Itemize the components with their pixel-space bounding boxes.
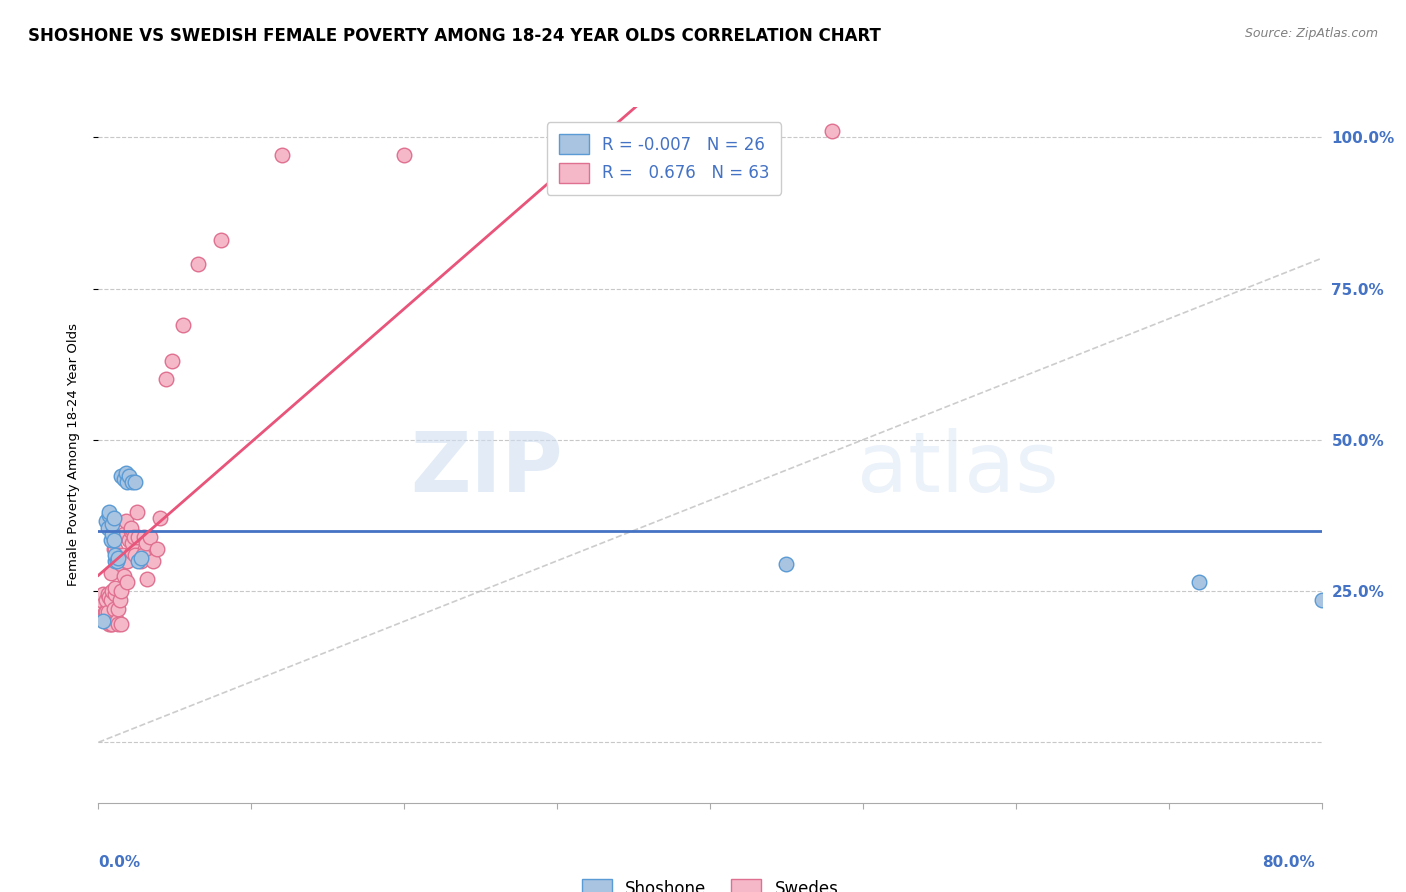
Point: [111, 548, 134, 562]
Point: [139, 530, 162, 544]
Point: [110, 557, 132, 571]
Point: [108, 593, 131, 607]
Text: ZIP: ZIP: [411, 428, 564, 509]
Point: [94, 605, 117, 619]
Point: [117, 574, 139, 589]
Text: 0.0%: 0.0%: [98, 855, 141, 870]
Point: [93, 605, 115, 619]
Point: [132, 548, 155, 562]
Point: [107, 548, 129, 562]
Point: [117, 554, 139, 568]
Point: [100, 593, 122, 607]
Point: [100, 617, 122, 632]
Point: [149, 511, 172, 525]
Point: [136, 572, 159, 586]
Point: [124, 548, 146, 562]
Point: [97, 605, 120, 619]
Point: [110, 469, 132, 483]
Point: [125, 505, 148, 519]
Point: [91, 615, 114, 629]
Point: [100, 533, 122, 547]
Point: [117, 475, 139, 490]
Point: [120, 524, 142, 538]
Point: [104, 541, 127, 556]
Text: SHOSHONE VS SWEDISH FEMALE POVERTY AMONG 18-24 YEAR OLDS CORRELATION CHART: SHOSHONE VS SWEDISH FEMALE POVERTY AMONG…: [28, 27, 882, 45]
Point: [160, 354, 183, 368]
Point: [98, 590, 121, 604]
Point: [104, 581, 127, 595]
Point: [592, 161, 614, 175]
Point: [121, 545, 143, 559]
Point: [1310, 593, 1333, 607]
Point: [112, 472, 135, 486]
Point: [103, 602, 125, 616]
Point: [155, 372, 177, 386]
Point: [101, 584, 124, 599]
Point: [101, 517, 124, 532]
Point: [110, 584, 132, 599]
Point: [172, 318, 194, 332]
Point: [120, 520, 142, 534]
Point: [90, 593, 112, 607]
Point: [129, 550, 152, 565]
Point: [103, 533, 125, 547]
Point: [112, 569, 135, 583]
Point: [98, 508, 121, 523]
Y-axis label: Female Poverty Among 18-24 Year Olds: Female Poverty Among 18-24 Year Olds: [67, 324, 80, 586]
Point: [821, 124, 844, 138]
Point: [98, 505, 121, 519]
Text: Source: ZipAtlas.com: Source: ZipAtlas.com: [1244, 27, 1378, 40]
Point: [100, 566, 122, 580]
Point: [115, 466, 138, 480]
Point: [392, 148, 416, 162]
Point: [101, 617, 124, 632]
Legend: Shoshone, Swedes: Shoshone, Swedes: [575, 872, 845, 892]
Point: [105, 615, 128, 629]
Point: [115, 554, 138, 568]
Point: [127, 554, 149, 568]
Point: [129, 554, 152, 568]
Point: [91, 587, 114, 601]
Point: [98, 617, 121, 632]
Point: [101, 526, 124, 541]
Point: [142, 554, 165, 568]
Point: [107, 602, 129, 616]
Point: [112, 526, 135, 541]
Point: [97, 615, 120, 629]
Point: [124, 475, 146, 490]
Point: [187, 257, 209, 271]
Point: [209, 233, 232, 247]
Point: [103, 541, 125, 556]
Point: [104, 548, 127, 562]
Point: [118, 469, 141, 483]
Point: [107, 550, 129, 565]
Text: atlas: atlas: [856, 428, 1059, 509]
Point: [270, 148, 292, 162]
Point: [122, 530, 145, 544]
Point: [105, 554, 128, 568]
Point: [127, 530, 149, 544]
Point: [105, 554, 128, 568]
Point: [107, 617, 129, 632]
Point: [97, 587, 120, 601]
Point: [104, 587, 127, 601]
Point: [775, 557, 797, 571]
Point: [115, 515, 138, 529]
Point: [145, 541, 167, 556]
Point: [134, 530, 156, 544]
Point: [121, 535, 143, 549]
Point: [121, 475, 143, 490]
Point: [103, 511, 125, 525]
Point: [135, 535, 157, 549]
Point: [1188, 574, 1211, 589]
Point: [94, 593, 117, 607]
Point: [94, 515, 117, 529]
Point: [118, 533, 141, 547]
Point: [104, 554, 127, 568]
Point: [110, 617, 132, 632]
Point: [97, 520, 120, 534]
Text: 80.0%: 80.0%: [1261, 855, 1315, 870]
